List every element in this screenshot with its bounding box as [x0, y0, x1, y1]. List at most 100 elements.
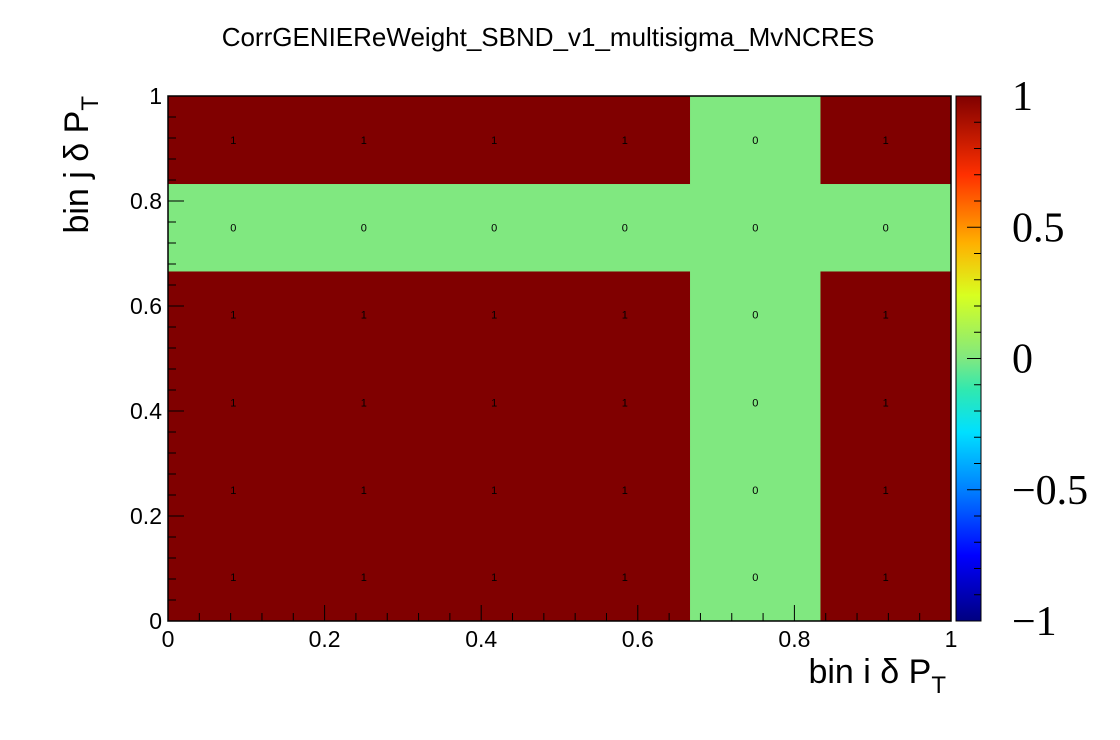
heatmap-cell	[298, 96, 430, 185]
heatmap-cell-value: 1	[361, 135, 367, 147]
heatmap-cell	[428, 358, 560, 447]
heatmap-cell-value: 1	[361, 397, 367, 409]
heatmap-cell-value: 1	[361, 572, 367, 584]
color-palette-ticks	[967, 95, 981, 622]
heatmap-cell	[820, 96, 952, 185]
heatmap-cell	[428, 270, 560, 359]
x-axis-ticks	[167, 605, 952, 621]
palette-tick-label: 1	[1012, 74, 1033, 120]
heatmap-cell	[168, 96, 300, 185]
heatmap-cell-value: 1	[622, 135, 628, 147]
heatmap-cell	[690, 183, 821, 272]
heatmap-cell-value: 1	[491, 135, 497, 147]
heatmap-cell-value: 1	[230, 135, 236, 147]
x-axis-tick-label: 1	[945, 626, 958, 652]
x-axis-tick-label: 0.6	[622, 626, 654, 652]
heatmap-cell-value: 1	[622, 397, 628, 409]
x-axis-tick-label: 0.4	[465, 626, 497, 652]
x-axis-label-subscript: T	[931, 672, 946, 699]
heatmap-cell-value: 1	[491, 310, 497, 322]
color-palette-tick-labels: −1 −0.5 0 0.5 1	[1012, 74, 1088, 645]
palette-tick-label: 0	[1012, 337, 1033, 383]
heatmap-cell	[428, 533, 560, 622]
heatmap-cell-value: 1	[622, 310, 628, 322]
palette-tick-label: 0.5	[1012, 205, 1065, 251]
heatmap-cell-value: 1	[622, 572, 628, 584]
x-axis-label: bin i δ PT	[808, 653, 946, 699]
heatmap-cell	[559, 183, 691, 272]
heatmap-cell-value: 1	[230, 485, 236, 497]
heatmap-cell	[298, 533, 430, 622]
heatmap-cell	[428, 446, 560, 534]
heatmap-cell-labels: 1 1 1 1 0 1 1 1 1 1 0 1 1 1 1 1 0 1 1 1 1 1 0 1 0 0 0 0 0 0 1 1 1 1 0 1	[230, 135, 889, 584]
heatmap-cell-value: 1	[361, 310, 367, 322]
heatmap-cell-value: 1	[230, 572, 236, 584]
heatmap-cell-value: 1	[230, 310, 236, 322]
heatmap-cell	[820, 183, 952, 272]
heatmap-cell	[690, 446, 821, 534]
y-axis-tick-label: 0.2	[130, 503, 162, 529]
heatmap-cell-value: 1	[491, 397, 497, 409]
y-axis-ticks	[168, 95, 184, 622]
heatmap-cell	[690, 358, 821, 447]
heatmap-cell	[820, 533, 952, 622]
palette-tick-label: −1	[1012, 599, 1057, 645]
heatmap-cell-value: 1	[622, 485, 628, 497]
heatmap-cell	[559, 358, 691, 447]
y-axis-tick-label: 0.4	[130, 398, 162, 424]
y-axis-label-subscript: T	[77, 96, 104, 111]
heatmap-cell-value: 0	[752, 222, 758, 234]
y-axis-label: bin j δ PT	[58, 96, 104, 234]
heatmap-cell	[820, 446, 952, 534]
heatmap-cell-value: 0	[361, 222, 367, 234]
heatmap-cell-value: 0	[230, 222, 236, 234]
heatmap-cell	[690, 533, 821, 622]
x-axis-tick-label: 0.8	[778, 626, 810, 652]
x-axis-tick-label: 0	[162, 626, 175, 652]
heatmap-cell	[298, 358, 430, 447]
heatmap-cell-value: 1	[883, 485, 889, 497]
heatmap-cell	[168, 446, 300, 534]
heatmap-cell-value: 1	[491, 485, 497, 497]
plot-frame	[167, 95, 952, 622]
y-axis-tick-label: 0.6	[130, 293, 162, 319]
heatmap-cell-value: 0	[622, 222, 628, 234]
y-axis-tick-labels: 0 0.2 0.4 0.6 0.8 1	[130, 83, 162, 634]
heatmap-cell-value: 1	[883, 135, 889, 147]
heatmap-cell-value: 1	[883, 397, 889, 409]
palette-tick-label: −0.5	[1012, 468, 1088, 514]
heatmap-cell	[559, 446, 691, 534]
heatmap-cell-value: 1	[883, 572, 889, 584]
heatmap-cell-value: 0	[752, 310, 758, 322]
heatmap-cell	[168, 358, 300, 447]
heatmap-cells	[168, 96, 952, 622]
heatmap-cell	[168, 533, 300, 622]
heatmap-cell-value: 1	[230, 397, 236, 409]
x-axis-tick-label: 0.2	[309, 626, 341, 652]
y-axis-label-main: bin j δ P	[58, 111, 96, 234]
heatmap-cell-value: 1	[883, 310, 889, 322]
heatmap-cell-value: 0	[752, 135, 758, 147]
y-axis-tick-label: 0.8	[130, 188, 162, 214]
heatmap-cell	[168, 270, 300, 359]
heatmap-cell	[820, 358, 952, 447]
x-axis-label-main: bin i δ P	[808, 653, 931, 691]
heatmap-cell	[298, 183, 430, 272]
heatmap-cell	[559, 533, 691, 622]
heatmap-cell	[428, 183, 560, 272]
heatmap-cell-value: 0	[491, 222, 497, 234]
heatmap-cell-value: 0	[752, 485, 758, 497]
y-axis-tick-label: 1	[149, 83, 162, 109]
heatmap-cell-value: 0	[752, 397, 758, 409]
heatmap-cell	[298, 446, 430, 534]
heatmap-cell-value: 0	[752, 572, 758, 584]
heatmap-cell	[690, 270, 821, 359]
heatmap-cell-value: 1	[361, 485, 367, 497]
chart-title: CorrGENIEReWeight_SBND_v1_multisigma_MvN…	[222, 22, 875, 52]
x-axis-tick-labels: 0 0.2 0.4 0.6 0.8 1	[162, 626, 958, 652]
heatmap-cell	[298, 270, 430, 359]
heatmap-cell-value: 1	[491, 572, 497, 584]
heatmap-cell	[690, 96, 821, 185]
heatmap-cell	[168, 183, 300, 272]
